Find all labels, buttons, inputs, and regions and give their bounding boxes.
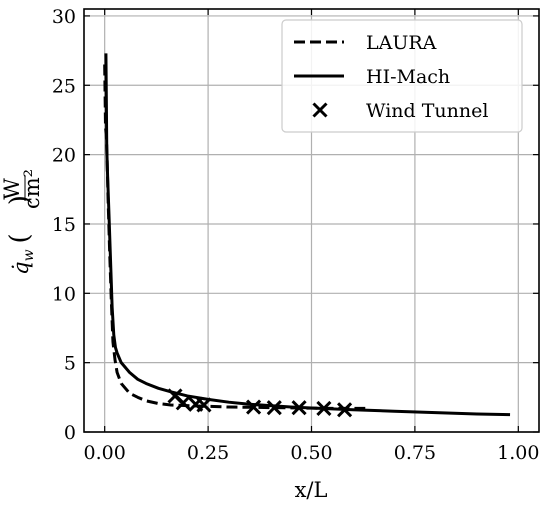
- y-label-symbol: q̇: [9, 261, 33, 274]
- wind-tunnel-point-6: [291, 400, 307, 416]
- hi-mach-line: [104, 53, 511, 417]
- y-tick-label-3: 15: [52, 214, 76, 236]
- wind-tunnel-point-1: [175, 395, 191, 411]
- legend-label-laura: LAURA: [366, 32, 437, 54]
- legend-swatch-wind-tunnel: [312, 102, 328, 118]
- x-tick-label-3: 0.75: [394, 442, 436, 464]
- y-tick-label-1: 5: [64, 353, 76, 375]
- wind-tunnel-point-3: [196, 397, 212, 413]
- y-label-unit-denominator: cm²: [20, 169, 44, 209]
- legend-label-hi-mach: HI-Mach: [366, 66, 450, 88]
- y-axis-label: q̇w() W cm²: [0, 169, 44, 275]
- y-tick-label-4: 20: [52, 145, 76, 167]
- series-lines: [103, 53, 511, 417]
- x-tick-label-1: 0.25: [187, 442, 229, 464]
- axis-ticks: 0.00 0.25 0.50 0.75 1.00 0 5 10 15 20 25 30: [52, 6, 540, 464]
- x-tick-label-2: 0.50: [290, 442, 332, 464]
- y-label-subscript: w: [21, 249, 37, 261]
- x-axis-label: x/L: [295, 478, 328, 502]
- y-tick-label-6: 30: [52, 6, 76, 28]
- series-markers: [167, 388, 353, 418]
- legend-label-wind-tunnel: Wind Tunnel: [366, 100, 488, 122]
- wind-tunnel-point-7: [316, 400, 332, 416]
- y-tick-label-2: 10: [52, 283, 76, 305]
- wind-tunnel-point-8: [337, 402, 353, 418]
- y-label-unit-numerator: W: [0, 178, 24, 200]
- laura-line: [103, 64, 366, 410]
- y-tick-label-5: 25: [52, 75, 76, 97]
- x-tick-label-0: 0.00: [84, 442, 126, 464]
- legend-box: [281, 19, 523, 133]
- legend: LAURA HI-Mach Wind Tunnel: [281, 19, 523, 133]
- svg-text:q̇w(): q̇w(): [5, 195, 37, 275]
- wind-tunnel-point-4: [246, 399, 262, 415]
- y-tick-label-0: 0: [64, 422, 76, 444]
- wind-tunnel-point-5: [266, 400, 282, 416]
- x-tick-label-4: 1.00: [497, 442, 539, 464]
